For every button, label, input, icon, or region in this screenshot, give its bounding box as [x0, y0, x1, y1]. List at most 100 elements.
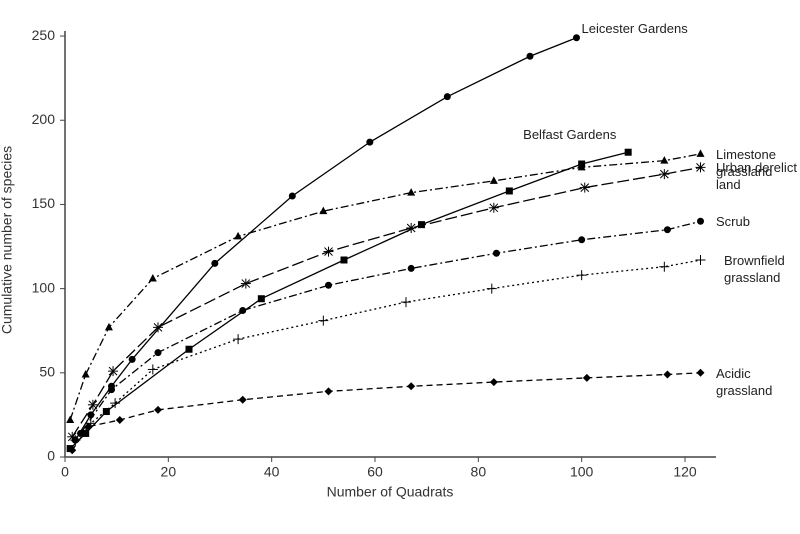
- x-tick-label: 60: [367, 464, 383, 480]
- marker: [104, 322, 113, 331]
- marker-shape: [108, 366, 118, 376]
- marker-shape: [505, 187, 513, 195]
- marker: [82, 429, 90, 437]
- marker: [505, 187, 513, 195]
- marker-shape: [77, 429, 84, 437]
- marker-shape: [148, 274, 157, 282]
- marker: [340, 256, 348, 264]
- marker: [578, 236, 586, 244]
- y-tick-label: 200: [32, 111, 56, 127]
- marker-shape: [660, 156, 669, 164]
- marker: [318, 315, 329, 326]
- marker-shape: [489, 378, 498, 387]
- marker: [576, 270, 587, 281]
- x-axis-label: Number of Quadrats: [327, 484, 454, 500]
- marker: [81, 369, 90, 378]
- series-line: [74, 259, 701, 441]
- marker-shape: [578, 236, 586, 244]
- marker: [401, 297, 411, 308]
- marker: [128, 355, 136, 363]
- marker-shape: [663, 370, 672, 379]
- marker-shape: [288, 192, 296, 200]
- marker-shape: [319, 206, 328, 215]
- marker-shape: [102, 408, 110, 416]
- marker: [697, 217, 704, 225]
- marker: [659, 169, 670, 180]
- marker-shape: [659, 169, 669, 179]
- y-tick-label: 100: [32, 279, 56, 295]
- series-label: Brownfield grassland: [724, 252, 785, 285]
- marker: [663, 226, 671, 234]
- marker-shape: [489, 176, 498, 184]
- marker: [582, 373, 591, 382]
- marker-shape: [582, 373, 591, 382]
- series-label: Belfast Gardens: [523, 127, 617, 143]
- marker: [68, 446, 77, 455]
- marker: [77, 429, 84, 437]
- marker-shape: [443, 93, 451, 101]
- series-label: Urban derelict land: [716, 160, 797, 193]
- marker: [407, 264, 415, 272]
- marker: [443, 93, 451, 101]
- marker: [659, 261, 670, 272]
- series-line: [71, 166, 701, 438]
- marker-shape: [406, 223, 416, 233]
- marker: [148, 274, 157, 282]
- marker: [108, 386, 115, 394]
- marker: [407, 188, 416, 196]
- marker: [492, 249, 500, 257]
- series-label: Scrub: [716, 214, 750, 230]
- marker-shape: [325, 281, 332, 289]
- y-axis-label: Cumulative number of species: [0, 146, 15, 334]
- marker: [624, 148, 632, 156]
- marker: [489, 176, 498, 184]
- series-line: [74, 37, 577, 441]
- y-tick-label: 250: [32, 27, 56, 43]
- marker-shape: [580, 183, 590, 192]
- series-line: [69, 151, 629, 450]
- marker-shape: [366, 138, 374, 146]
- marker-shape: [697, 217, 704, 225]
- marker-shape: [108, 386, 115, 394]
- marker-shape: [340, 256, 348, 264]
- marker-shape: [573, 34, 580, 42]
- marker-shape: [66, 415, 75, 423]
- marker-shape: [128, 355, 136, 363]
- y-tick-label: 0: [47, 448, 55, 464]
- marker: [87, 399, 98, 410]
- series-label: Limestone grassland: [716, 146, 776, 179]
- marker: [108, 366, 119, 377]
- y-tick-label: 150: [32, 195, 56, 211]
- marker-shape: [407, 382, 416, 391]
- marker: [486, 283, 497, 294]
- marker-shape: [492, 249, 500, 257]
- marker-shape: [407, 188, 416, 196]
- marker: [147, 364, 158, 375]
- series-line: [79, 220, 701, 434]
- marker: [66, 415, 75, 423]
- marker: [257, 295, 265, 303]
- marker: [234, 231, 243, 240]
- marker: [579, 182, 590, 193]
- marker-shape: [696, 149, 705, 157]
- marker-shape: [153, 322, 163, 332]
- series-line: [69, 153, 701, 421]
- marker: [325, 281, 332, 289]
- marker: [488, 202, 499, 213]
- marker: [239, 307, 247, 315]
- x-tick-label: 20: [161, 464, 177, 480]
- x-tick-label: 0: [61, 464, 69, 480]
- marker-shape: [234, 231, 243, 240]
- series-label: Acidic grassland: [716, 365, 773, 398]
- x-tick-label: 40: [264, 464, 280, 480]
- marker: [84, 422, 93, 431]
- marker: [573, 34, 580, 42]
- marker-shape: [239, 307, 247, 315]
- marker-shape: [407, 264, 415, 272]
- marker-shape: [88, 400, 98, 410]
- marker-shape: [67, 432, 77, 442]
- marker: [324, 387, 333, 396]
- marker-shape: [324, 247, 333, 256]
- marker-shape: [696, 368, 705, 377]
